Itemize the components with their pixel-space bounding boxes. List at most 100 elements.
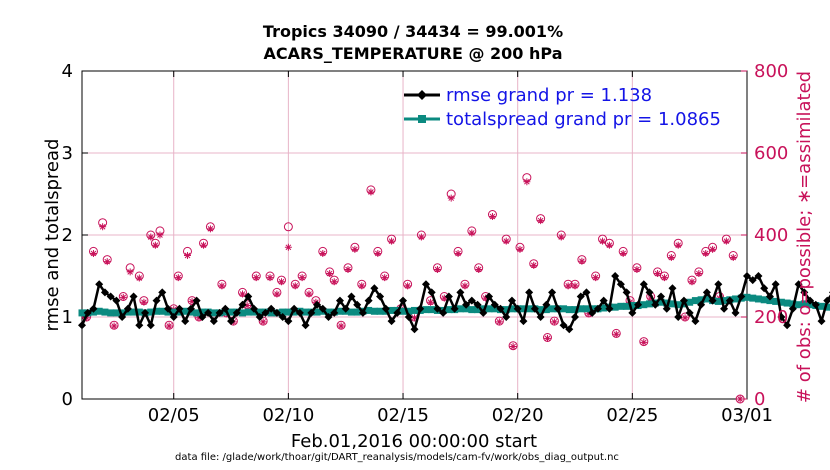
obs-assimilated-point [174,274,182,282]
totalspread-point [95,307,103,315]
rmse-point [381,304,390,313]
rmse-point [238,300,247,309]
obs-assimilated-point [374,249,382,257]
obs-assimilated-point [619,249,627,257]
y-left-tick-label: 0 [62,389,73,410]
obs-assimilated-point [523,178,531,186]
rmse-point [743,272,751,280]
rmse-series [78,272,830,334]
rmse-point [771,280,780,289]
y-right-tick-label: 600 [754,143,788,164]
obs-assimilated-point [647,294,655,302]
obs-assimilated-point [495,318,503,326]
rmse-point [353,300,362,309]
rmse-point [565,325,574,334]
obs-assimilated-point [605,241,613,249]
x-tick-label: 02/25 [606,405,658,426]
rmse-point [106,292,115,301]
obs-assimilated-point [319,249,327,257]
obs-assimilated-point [447,194,455,202]
totalspread-point [376,307,384,315]
totalspread-point [198,308,206,316]
obs-assimilated-point [702,249,710,257]
rmse-point [571,313,580,321]
totalspread-point [646,300,654,308]
rmse-point [599,296,608,305]
rmse-point [702,288,711,297]
totalspread-point [749,294,757,302]
totalspread-point [313,308,321,316]
y-left-tick-label: 3 [62,143,73,164]
totalspread-point [336,307,344,315]
rmse-point [708,296,717,305]
rmse-point [163,304,172,313]
obs-assimilated-point [612,330,620,338]
rmse-point [399,296,408,305]
rmse-point [651,300,660,309]
rmse-point [318,304,327,313]
legend-totalspread-marker [418,115,426,123]
y-axis-right-label: # of obs: o=possible; ∗=assimilated [794,71,815,403]
rmse-point [530,304,539,313]
rmse-point [456,288,465,297]
obs-assimilated-point [417,233,425,241]
totalspread-point [823,303,830,311]
rmse-point [118,313,127,321]
obs-assimilated-point [709,245,717,253]
totalspread-point [325,308,333,316]
obs-assimilated-point [571,282,579,290]
rmse-point [462,300,471,309]
totalspread-point [783,299,791,307]
rmse-point [679,296,688,305]
obs-assimilated-point [291,282,299,290]
totalspread-point [657,298,665,306]
y-left-tick-label: 4 [62,61,73,82]
totalspread-point [153,307,161,315]
totalspread-point [806,301,814,309]
chart-title-line1: Tropics 34090 / 34434 = 99.001% [263,22,563,41]
rmse-point [404,313,413,321]
totalspread-point [244,308,252,316]
rmse-point [811,300,820,309]
rmse-point [358,308,367,317]
rmse-point [232,308,241,317]
obs-assimilated-point [126,268,134,276]
totalspread-point [227,308,235,316]
totalspread-point [560,305,568,313]
totalspread-point [720,297,728,305]
totalspread-point [135,308,143,316]
obs-assimilated-point [674,241,682,249]
obs-assimilated-point [103,258,111,266]
rmse-point [536,313,545,321]
totalspread-point [502,306,510,314]
obs-assimilated-point [695,270,703,278]
rmse-point [668,284,677,293]
obs-assimilated-point [344,265,352,273]
totalspread-point [582,305,590,313]
totalspread-point [388,306,396,314]
rmse-point [450,304,459,313]
obs-assimilated-point [667,254,675,262]
totalspread-point [130,308,138,316]
obs-assimilated-point [585,310,593,318]
totalspread-point [691,297,699,305]
rmse-point [393,308,402,317]
rmse-point [410,325,419,334]
rmse-point [622,288,631,297]
rmse-point [204,308,213,317]
rmse-point [83,308,92,317]
obs-assimilated-point [147,233,155,241]
totalspread-point [193,309,201,317]
rmse-point [616,280,625,289]
obs-assimilated-point [488,213,496,221]
rmse-point [141,308,150,317]
obs-assimilated-point [273,290,281,298]
rmse-point [100,288,109,297]
totalspread-point [760,296,768,304]
rmse-point [737,292,746,301]
totalspread-point [714,297,722,305]
totalspread-point [772,297,780,305]
totalspread-point [623,302,631,310]
rmse-point [576,292,585,301]
